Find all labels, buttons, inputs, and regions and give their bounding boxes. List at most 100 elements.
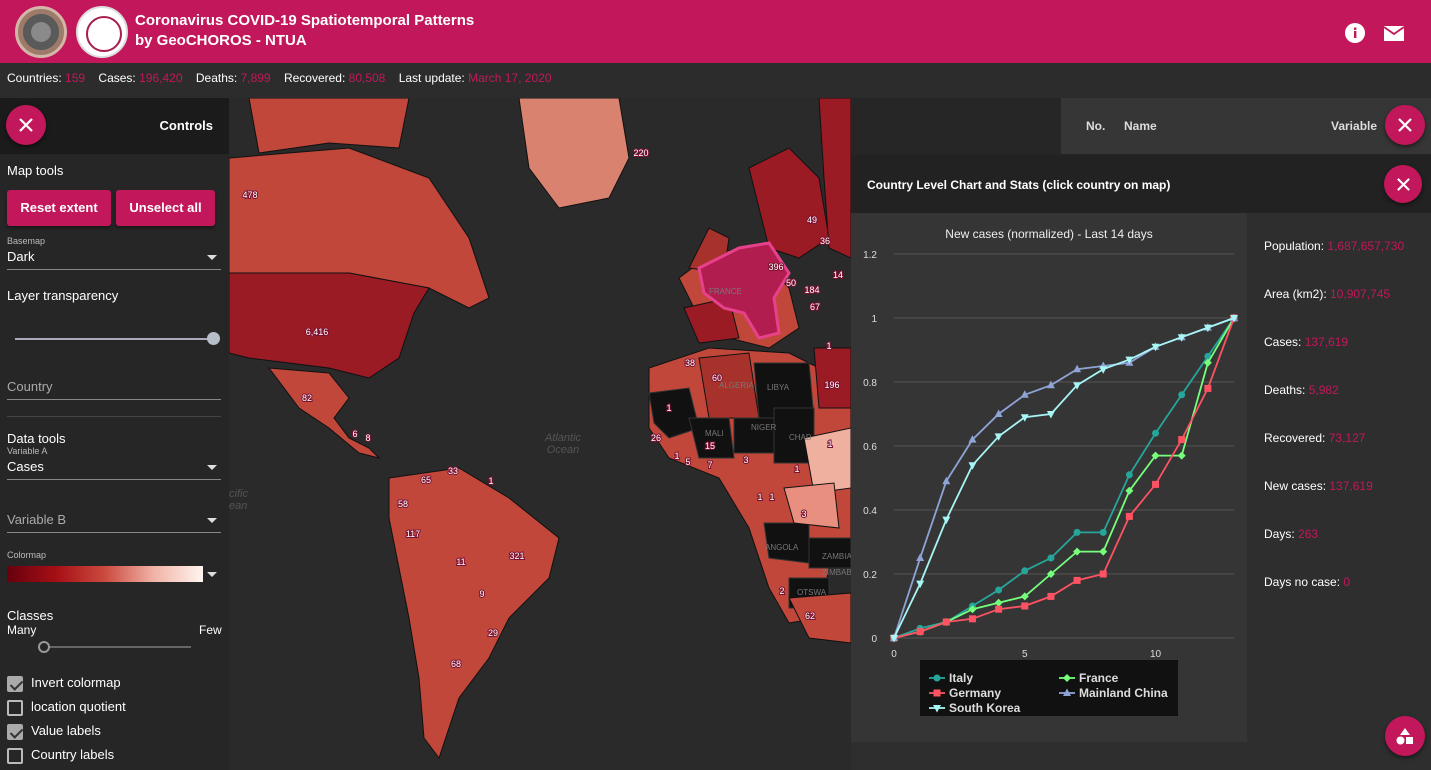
- data-point[interactable]: [1073, 382, 1082, 390]
- data-point[interactable]: [1125, 486, 1134, 495]
- russia-shape[interactable]: [818, 98, 851, 259]
- data-point[interactable]: [916, 580, 925, 589]
- data-point[interactable]: [1073, 576, 1081, 584]
- choropleth-map[interactable]: Atlantic Ocean cific ean LIBYA MALI NIGER C…: [229, 98, 851, 770]
- mali-shape[interactable]: [688, 417, 735, 459]
- variable-a-select[interactable]: Cases: [7, 458, 221, 480]
- usa-shape[interactable]: [229, 272, 430, 379]
- data-point[interactable]: [1021, 602, 1029, 610]
- data-point[interactable]: [916, 553, 925, 562]
- data-point[interactable]: [1151, 343, 1160, 352]
- data-point[interactable]: [968, 615, 976, 623]
- data-point[interactable]: [1178, 391, 1186, 399]
- geochoros-logo[interactable]: [15, 6, 67, 58]
- data-point[interactable]: [1178, 436, 1186, 444]
- data-point[interactable]: [1099, 366, 1108, 374]
- legend-entry[interactable]: Italy: [949, 671, 973, 685]
- data-point[interactable]: [968, 605, 977, 614]
- country-search-input[interactable]: Country: [7, 378, 221, 400]
- data-point[interactable]: [1099, 547, 1108, 556]
- transparency-slider-track[interactable]: [15, 338, 213, 340]
- mexico-shape[interactable]: [267, 367, 381, 459]
- shapes-button[interactable]: [1385, 716, 1425, 756]
- data-point[interactable]: [1020, 592, 1029, 601]
- canada-north-shape[interactable]: [248, 98, 410, 154]
- zambia-shape[interactable]: [808, 537, 851, 569]
- data-point[interactable]: [1020, 390, 1029, 398]
- data-point[interactable]: [1152, 480, 1160, 488]
- south-america-shape[interactable]: [388, 467, 560, 760]
- unselect-all-button[interactable]: Unselect all: [116, 190, 215, 226]
- classes-slider-track[interactable]: [44, 646, 191, 648]
- data-point[interactable]: [994, 433, 1003, 441]
- checkbox-invert-colormap[interactable]: [7, 676, 23, 692]
- close-chart-panel-button[interactable]: [1384, 165, 1422, 203]
- data-point[interactable]: [1047, 554, 1055, 562]
- data-point[interactable]: [1073, 528, 1081, 536]
- legend-entry[interactable]: France: [1079, 671, 1119, 685]
- data-point[interactable]: [942, 618, 950, 626]
- south-africa-shape[interactable]: [788, 592, 851, 644]
- col-name-header[interactable]: Name: [1124, 119, 1157, 133]
- basemap-select[interactable]: Dark: [7, 248, 221, 270]
- data-point[interactable]: [995, 586, 1003, 594]
- mauritania-shape[interactable]: [648, 387, 700, 439]
- data-point[interactable]: [1046, 411, 1055, 419]
- colormap-select[interactable]: [7, 566, 221, 584]
- greenland-shape[interactable]: [518, 98, 630, 209]
- drc-shape[interactable]: [783, 482, 840, 529]
- classes-slider-thumb[interactable]: [38, 641, 50, 653]
- egypt-shape[interactable]: [813, 347, 851, 409]
- data-point[interactable]: [1125, 356, 1134, 365]
- data-point[interactable]: [1125, 471, 1133, 479]
- mail-icon[interactable]: [1383, 22, 1405, 44]
- data-point[interactable]: [1046, 380, 1055, 389]
- data-point[interactable]: [942, 516, 951, 525]
- data-point[interactable]: [1073, 364, 1082, 373]
- data-point[interactable]: [1021, 567, 1029, 575]
- legend-entry[interactable]: Mainland China: [1079, 686, 1168, 700]
- info-icon[interactable]: [1344, 22, 1366, 44]
- data-point[interactable]: [1047, 592, 1055, 600]
- data-point[interactable]: [916, 628, 924, 636]
- col-variable-header[interactable]: Variable: [1331, 119, 1378, 133]
- scandinavia-shape[interactable]: [748, 147, 830, 259]
- data-point[interactable]: [995, 605, 1003, 613]
- checkbox-location-quotient[interactable]: [7, 700, 23, 716]
- close-controls-button[interactable]: [6, 105, 46, 145]
- data-point[interactable]: [1125, 512, 1133, 520]
- data-point[interactable]: [1177, 334, 1186, 342]
- data-point[interactable]: [994, 598, 1003, 607]
- data-point[interactable]: [968, 462, 977, 470]
- close-table-button[interactable]: [1385, 105, 1425, 145]
- data-point[interactable]: [1177, 451, 1186, 460]
- world-map-svg[interactable]: Atlantic Ocean cific ean LIBYA MALI NIGER C…: [229, 98, 851, 770]
- selected-countries-shape[interactable]: [697, 241, 791, 340]
- data-point[interactable]: [1020, 414, 1029, 422]
- data-point[interactable]: [1203, 358, 1212, 367]
- data-point[interactable]: [1151, 451, 1160, 460]
- col-no-header[interactable]: No.: [1086, 119, 1106, 133]
- new-cases-chart[interactable]: New cases (normalized) - Last 14 days 0 0.…: [851, 213, 1247, 742]
- data-point[interactable]: [890, 635, 898, 643]
- transparency-slider-thumb[interactable]: [207, 332, 220, 345]
- ntua-seal-logo[interactable]: [76, 6, 128, 58]
- data-point[interactable]: [1230, 315, 1238, 323]
- data-point[interactable]: [1203, 324, 1212, 333]
- variable-b-select[interactable]: Variable B: [7, 511, 221, 533]
- checkbox-value-labels[interactable]: [7, 724, 23, 740]
- data-point[interactable]: [994, 409, 1003, 418]
- data-point[interactable]: [1073, 547, 1082, 556]
- sudan-shape[interactable]: [803, 427, 851, 494]
- data-point[interactable]: [1099, 570, 1107, 578]
- reset-extent-button[interactable]: Reset extent: [7, 190, 111, 226]
- data-point[interactable]: [1204, 384, 1212, 392]
- data-point[interactable]: [1046, 570, 1055, 578]
- data-point[interactable]: [1152, 429, 1160, 437]
- data-point[interactable]: [968, 435, 977, 443]
- data-point[interactable]: [942, 476, 951, 485]
- legend-entry[interactable]: Germany: [949, 686, 1001, 700]
- checkbox-country-labels[interactable]: [7, 748, 23, 764]
- data-point[interactable]: [1099, 528, 1107, 536]
- legend-entry[interactable]: South Korea: [949, 701, 1021, 715]
